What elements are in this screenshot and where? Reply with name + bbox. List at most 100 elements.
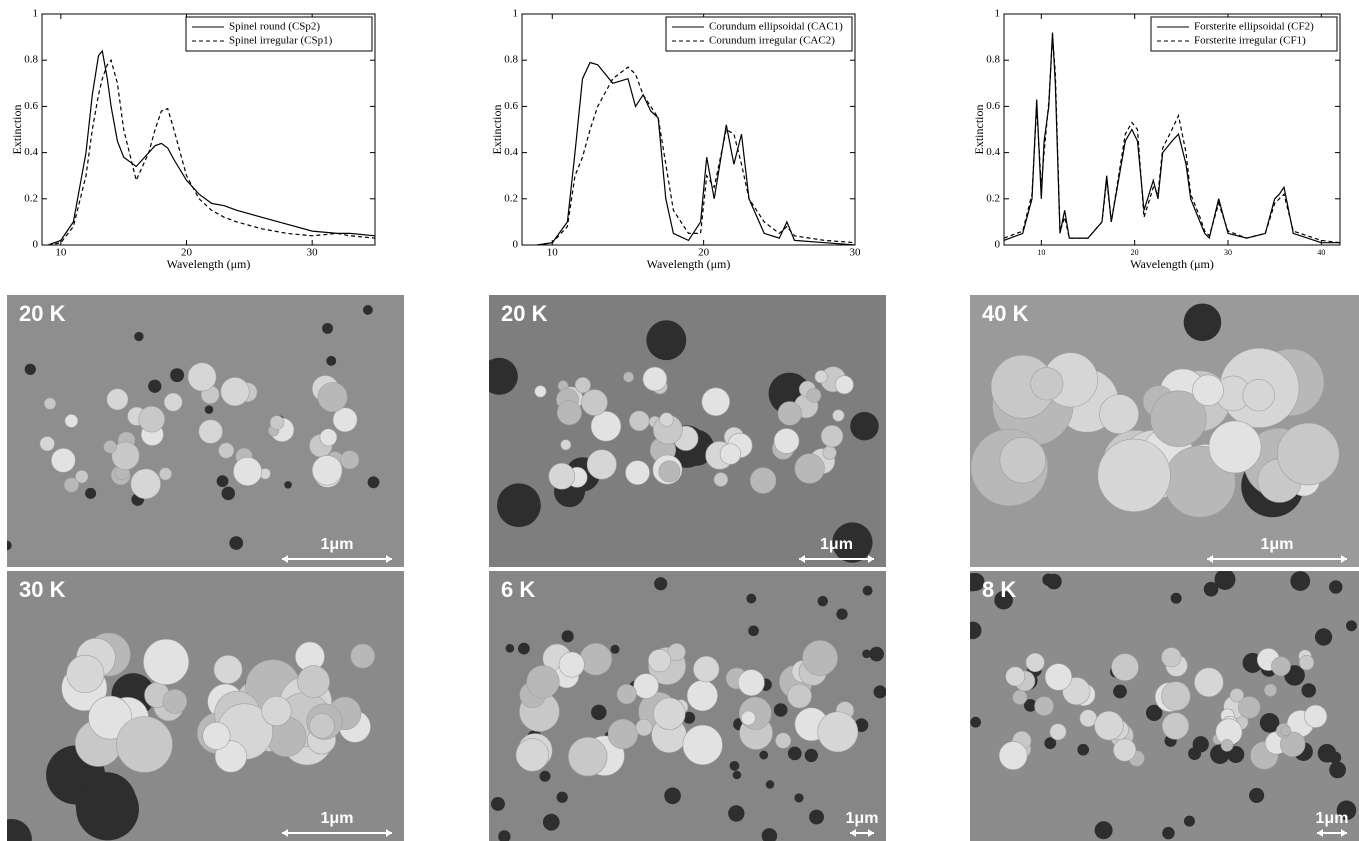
grain bbox=[1280, 731, 1306, 757]
y-tick-label: 1 bbox=[33, 8, 39, 20]
y-tick-label: 0 bbox=[33, 239, 39, 251]
pore bbox=[498, 830, 511, 841]
pore bbox=[1183, 815, 1195, 827]
pore bbox=[1170, 592, 1182, 604]
grain bbox=[820, 425, 844, 448]
grain bbox=[1220, 739, 1234, 752]
y-tick-label: 0.2 bbox=[504, 192, 518, 204]
grain bbox=[635, 718, 653, 737]
grain bbox=[701, 387, 731, 417]
grain bbox=[832, 409, 845, 422]
grain bbox=[158, 467, 172, 481]
x-tick-label: 30 bbox=[307, 247, 319, 259]
pore bbox=[873, 685, 886, 699]
grain bbox=[737, 669, 765, 697]
pore bbox=[517, 642, 530, 655]
pore bbox=[489, 357, 518, 395]
scale-label: 1μm bbox=[1316, 810, 1349, 827]
grain bbox=[633, 673, 659, 699]
scale-label: 1μm bbox=[321, 536, 354, 553]
y-axis-label: Extinction bbox=[10, 105, 24, 155]
grain bbox=[667, 643, 686, 662]
grain bbox=[39, 436, 55, 452]
y-tick-label: 0.4 bbox=[504, 146, 518, 158]
pore bbox=[610, 644, 620, 654]
grain bbox=[1238, 696, 1261, 719]
pore bbox=[7, 540, 12, 551]
scale-arrow bbox=[1317, 829, 1347, 837]
grain bbox=[106, 388, 129, 411]
scale-label: 1μm bbox=[321, 810, 354, 827]
grain bbox=[560, 439, 572, 451]
pore bbox=[746, 593, 757, 604]
grain bbox=[297, 665, 330, 698]
pore bbox=[1077, 743, 1090, 756]
grain bbox=[713, 472, 729, 487]
grain bbox=[220, 377, 250, 407]
grain bbox=[1242, 379, 1275, 412]
pore bbox=[134, 331, 144, 342]
grain bbox=[719, 443, 742, 465]
scale-arrow bbox=[850, 829, 874, 837]
micrograph-content bbox=[489, 571, 886, 841]
pore bbox=[1203, 581, 1219, 597]
y-tick-label: 0.6 bbox=[986, 100, 1000, 112]
grain bbox=[773, 428, 800, 454]
pore bbox=[996, 592, 1008, 604]
grain bbox=[1150, 390, 1207, 447]
legend-label: Spinel irregular (CSp1) bbox=[229, 35, 333, 47]
pore bbox=[1329, 761, 1346, 779]
pore bbox=[1192, 736, 1209, 753]
legend-label: Spinel round (CSp2) bbox=[229, 21, 320, 33]
grain bbox=[218, 442, 235, 459]
pore bbox=[1328, 751, 1342, 764]
grain bbox=[1012, 689, 1028, 705]
grain bbox=[659, 412, 674, 427]
micrograph-content bbox=[970, 571, 1359, 841]
x-tick-label: 40 bbox=[1317, 248, 1325, 257]
pore bbox=[497, 483, 541, 528]
grain bbox=[163, 392, 183, 412]
pore bbox=[854, 718, 869, 732]
pore bbox=[970, 621, 982, 640]
pore bbox=[591, 704, 607, 721]
grain bbox=[350, 643, 376, 669]
grain bbox=[1298, 654, 1315, 671]
y-tick-label: 0.2 bbox=[24, 192, 38, 204]
grain bbox=[51, 448, 76, 473]
grain bbox=[586, 449, 617, 480]
pore bbox=[862, 649, 871, 659]
pore bbox=[1259, 713, 1280, 733]
grain bbox=[187, 362, 217, 392]
series-line bbox=[48, 49, 375, 245]
grain bbox=[1099, 394, 1140, 434]
grain bbox=[1111, 653, 1139, 682]
pore bbox=[284, 481, 292, 489]
grain bbox=[802, 640, 838, 676]
pore bbox=[773, 703, 788, 717]
grain bbox=[607, 718, 639, 750]
x-axis-label: Wavelength (μm) bbox=[1130, 257, 1214, 271]
grain bbox=[111, 441, 140, 470]
pore bbox=[836, 608, 848, 620]
pore bbox=[654, 577, 668, 591]
pore bbox=[728, 805, 745, 822]
micrograph-label: 40 K bbox=[982, 301, 1029, 326]
pore bbox=[817, 595, 828, 607]
grain bbox=[1271, 656, 1291, 677]
grain bbox=[814, 370, 828, 384]
grain bbox=[1025, 652, 1045, 672]
y-tick-label: 0.8 bbox=[24, 54, 38, 66]
micrograph: 20 K 1μm bbox=[7, 295, 404, 567]
x-tick-label: 30 bbox=[850, 247, 862, 259]
grain bbox=[556, 400, 582, 426]
pore bbox=[221, 486, 236, 501]
micrograph-label: 20 K bbox=[501, 301, 548, 326]
grain bbox=[682, 724, 723, 766]
pore bbox=[367, 476, 380, 489]
pore bbox=[7, 818, 32, 841]
pore bbox=[148, 379, 162, 393]
x-tick-label: 10 bbox=[55, 247, 67, 259]
pore bbox=[970, 716, 982, 728]
grain bbox=[1030, 367, 1064, 401]
